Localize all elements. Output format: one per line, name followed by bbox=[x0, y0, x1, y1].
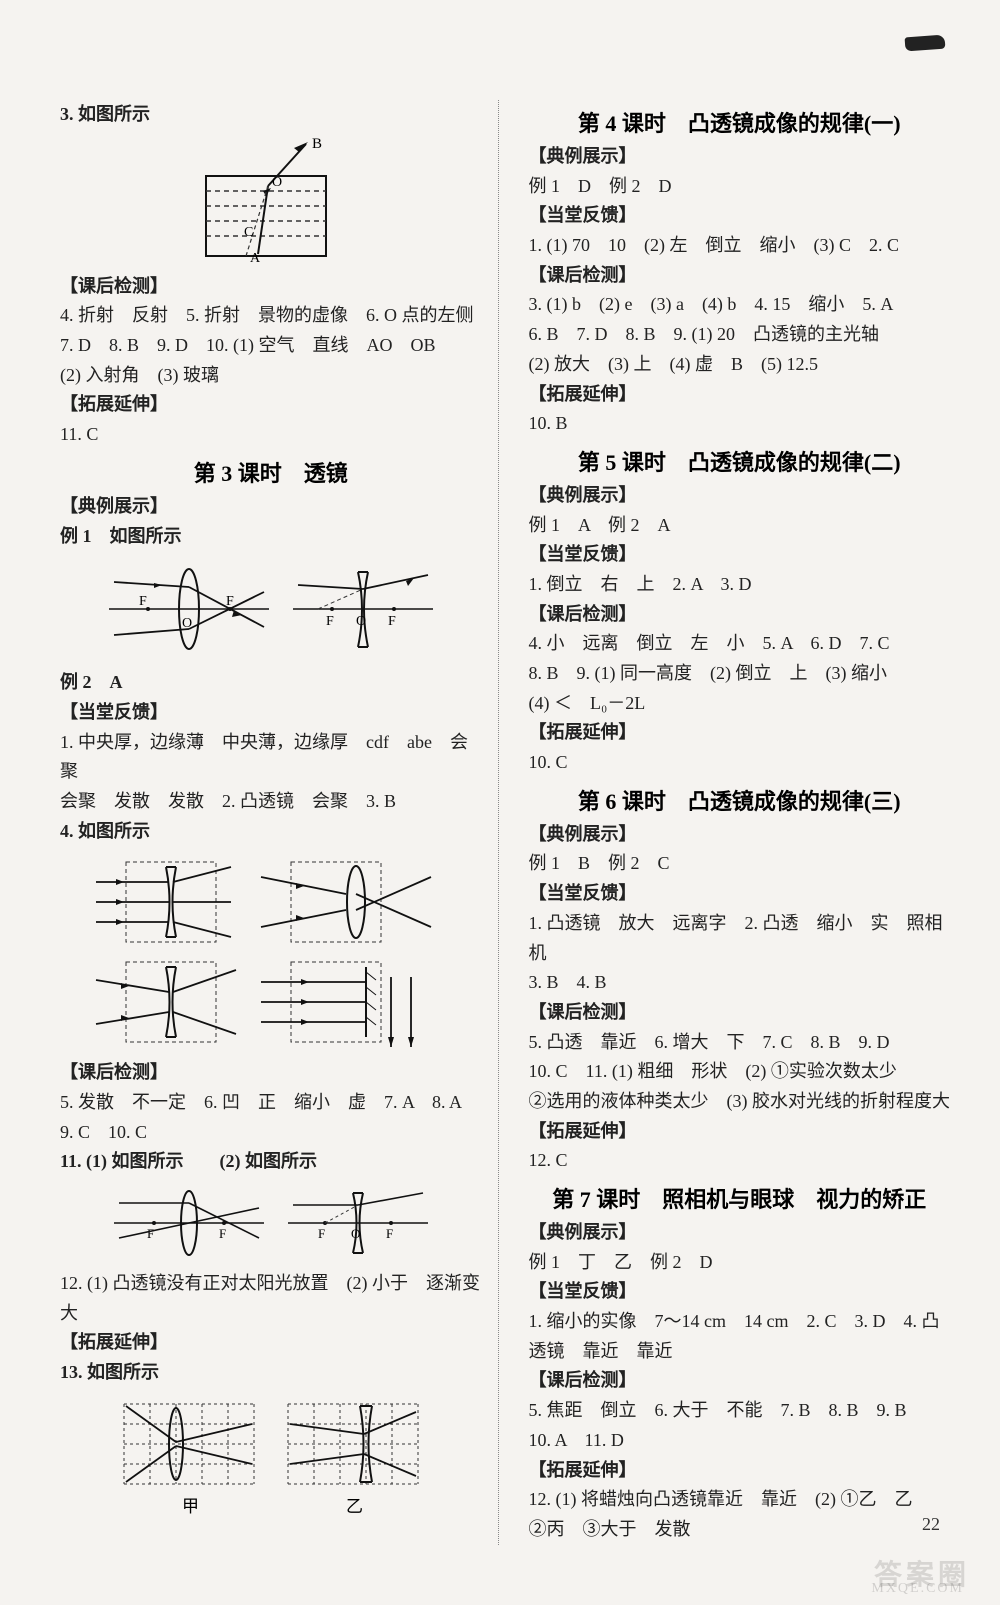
khjc-11: 11. (1) 如图所示 (2) 如图所示 bbox=[60, 1147, 482, 1177]
r5-k4: 4. 小 远离 倒立 左 小 5. A 6. D 7. C bbox=[529, 629, 951, 659]
figure-lens-examples: F F O F bbox=[60, 557, 482, 662]
r7-t12: 12. (1) 将蜡烛向凸透镜靠近 靠近 (2) ①乙 乙 bbox=[529, 1485, 951, 1515]
svg-text:F: F bbox=[326, 614, 334, 629]
heading-tzys-1: 【拓展延伸】 bbox=[60, 390, 482, 420]
heading-khjc-1: 【课后检测】 bbox=[60, 272, 482, 302]
r6-d3: 3. B 4. B bbox=[529, 968, 951, 998]
right-column: 第 4 课时 凸透镜成像的规律(一) 【典例展示】 例 1 D 例 2 D 【当… bbox=[519, 100, 951, 1545]
svg-text:F: F bbox=[386, 1226, 393, 1241]
r6-ex: 例 1 B 例 2 C bbox=[529, 849, 951, 879]
svg-text:F: F bbox=[388, 614, 396, 629]
heading-khjc-2: 【课后检测】 bbox=[60, 1058, 482, 1088]
item-11: 11. C bbox=[60, 420, 482, 450]
two-column-layout: 3. 如图所示 B O C A bbox=[60, 100, 950, 1545]
figure-q11-lenses: F F F F O bbox=[60, 1183, 482, 1263]
svg-text:O: O bbox=[272, 175, 282, 190]
r6-k10b: ②选用的液体种类太少 (3) 胶水对光线的折射程度大 bbox=[529, 1087, 951, 1117]
lesson-3-title: 第 3 课时 透镜 bbox=[60, 456, 482, 488]
heading-dtfk-6: 【当堂反馈】 bbox=[529, 879, 951, 909]
heading-tzys-2: 【拓展延伸】 bbox=[60, 1328, 482, 1358]
r7-d1: 1. 缩小的实像 7～14 cm 14 cm 2. C 3. D 4. 凸透镜 … bbox=[529, 1307, 951, 1366]
page-number: 22 bbox=[922, 1514, 940, 1535]
heading-dtfk-1: 【当堂反馈】 bbox=[60, 698, 482, 728]
lesson-4-title: 第 4 课时 凸透镜成像的规律(一) bbox=[529, 106, 951, 138]
r6-d1: 1. 凸透镜 放大 远离字 2. 凸透 缩小 实 照相机 bbox=[529, 909, 951, 968]
heading-khjc-7: 【课后检测】 bbox=[529, 1366, 951, 1396]
r4-t10: 10. B bbox=[529, 409, 951, 439]
r6-k5: 5. 凸透 靠近 6. 增大 下 7. C 8. B 9. D bbox=[529, 1028, 951, 1058]
heading-dlzs-6: 【典例展示】 bbox=[529, 820, 951, 850]
r4-d1: 1. (1) 70 10 (2) 左 倒立 缩小 (3) C 2. C bbox=[529, 231, 951, 261]
heading-khjc-5: 【课后检测】 bbox=[529, 600, 951, 630]
khjc-12: 12. (1) 凸透镜没有正对太阳光放置 (2) 小于 逐渐变大 bbox=[60, 1269, 482, 1328]
r4-k3: 3. (1) b (2) e (3) a (4) b 4. 15 缩小 5. A bbox=[529, 290, 951, 320]
r6-k10: 10. C 11. (1) 粗细 形状 (2) ①实验次数太少 bbox=[529, 1057, 951, 1087]
left-column: 3. 如图所示 B O C A bbox=[60, 100, 499, 1545]
item-4-6: 4. 折射 反射 5. 折射 景物的虚像 6. O 点的左侧 bbox=[60, 301, 482, 331]
svg-text:O: O bbox=[356, 614, 366, 629]
dtfk-4: 4. 如图所示 bbox=[60, 817, 482, 847]
heading-dtfk-7: 【当堂反馈】 bbox=[529, 1277, 951, 1307]
r4-ex: 例 1 D 例 2 D bbox=[529, 172, 951, 202]
svg-text:F: F bbox=[139, 594, 147, 609]
heading-tzys-5: 【拓展延伸】 bbox=[529, 718, 951, 748]
figure-grid-jia-yi: 甲 bbox=[60, 1394, 482, 1524]
heading-dlzs-1: 【典例展示】 bbox=[60, 492, 482, 522]
svg-text:F: F bbox=[318, 1226, 325, 1241]
item-3: 3. 如图所示 bbox=[60, 100, 482, 130]
svg-text:A: A bbox=[250, 251, 261, 266]
example-1: 例 1 如图所示 bbox=[60, 522, 482, 552]
page: 3. 如图所示 B O C A bbox=[0, 0, 1000, 1605]
svg-text:甲: 甲 bbox=[182, 1497, 199, 1516]
heading-dtfk-4: 【当堂反馈】 bbox=[529, 201, 951, 231]
watermark-sub: MXQE.COM bbox=[871, 1581, 964, 1597]
svg-text:C: C bbox=[244, 225, 253, 240]
item-10b: (2) 入射角 (3) 玻璃 bbox=[60, 361, 482, 391]
svg-text:乙: 乙 bbox=[346, 1497, 363, 1516]
r5-t10: 10. C bbox=[529, 748, 951, 778]
svg-text:O: O bbox=[351, 1226, 360, 1241]
svg-text:F: F bbox=[147, 1226, 154, 1241]
lesson-5-title: 第 5 课时 凸透镜成像的规律(二) bbox=[529, 445, 951, 477]
heading-tzys-6: 【拓展延伸】 bbox=[529, 1117, 951, 1147]
heading-tzys-7: 【拓展延伸】 bbox=[529, 1456, 951, 1486]
r7-k5: 5. 焦距 倒立 6. 大于 不能 7. B 8. B 9. B bbox=[529, 1396, 951, 1426]
svg-text:F: F bbox=[219, 1226, 226, 1241]
r5-k8b: (4) ＜ L₀－2L bbox=[529, 689, 951, 719]
tzys-13: 13. 如图所示 bbox=[60, 1358, 482, 1388]
lesson-6-title: 第 6 课时 凸透镜成像的规律(三) bbox=[529, 784, 951, 816]
top-smudge-mark bbox=[905, 35, 946, 52]
figure-four-lens-boxes bbox=[60, 852, 482, 1052]
khjc-9-10: 9. C 10. C bbox=[60, 1118, 482, 1148]
r5-d1: 1. 倒立 右 上 2. A 3. D bbox=[529, 570, 951, 600]
figure-refraction-container: B O C A bbox=[60, 136, 482, 266]
heading-khjc-4: 【课后检测】 bbox=[529, 261, 951, 291]
r5-ex: 例 1 A 例 2 A bbox=[529, 511, 951, 541]
r6-t12: 12. C bbox=[529, 1146, 951, 1176]
r7-k10: 10. A 11. D bbox=[529, 1426, 951, 1456]
r7-t12b: ②丙 ③大于 发散 bbox=[529, 1515, 951, 1545]
heading-dlzs-5: 【典例展示】 bbox=[529, 481, 951, 511]
heading-dtfk-5: 【当堂反馈】 bbox=[529, 540, 951, 570]
heading-tzys-4: 【拓展延伸】 bbox=[529, 380, 951, 410]
r7-ex: 例 1 丁 乙 例 2 D bbox=[529, 1248, 951, 1278]
khjc-5-8: 5. 发散 不一定 6. 凹 正 缩小 虚 7. A 8. A bbox=[60, 1088, 482, 1118]
item-7-10a: 7. D 8. B 9. D 10. (1) 空气 直线 AO OB bbox=[60, 331, 482, 361]
svg-text:B: B bbox=[312, 136, 322, 152]
lesson-7-title: 第 7 课时 照相机与眼球 视力的矫正 bbox=[529, 1182, 951, 1214]
heading-dlzs-4: 【典例展示】 bbox=[529, 142, 951, 172]
dtfk-1: 1. 中央厚，边缘薄 中央薄，边缘厚 cdf abe 会聚 bbox=[60, 728, 482, 787]
example-2: 例 2 A bbox=[60, 668, 482, 698]
heading-khjc-6: 【课后检测】 bbox=[529, 998, 951, 1028]
dtfk-1b: 会聚 发散 发散 2. 凸透镜 会聚 3. B bbox=[60, 787, 482, 817]
heading-dlzs-7: 【典例展示】 bbox=[529, 1218, 951, 1248]
r4-k6: 6. B 7. D 8. B 9. (1) 20 凸透镜的主光轴 bbox=[529, 320, 951, 350]
r4-k9b: (2) 放大 (3) 上 (4) 虚 B (5) 12.5 bbox=[529, 350, 951, 380]
r5-k8: 8. B 9. (1) 同一高度 (2) 倒立 上 (3) 缩小 bbox=[529, 659, 951, 689]
